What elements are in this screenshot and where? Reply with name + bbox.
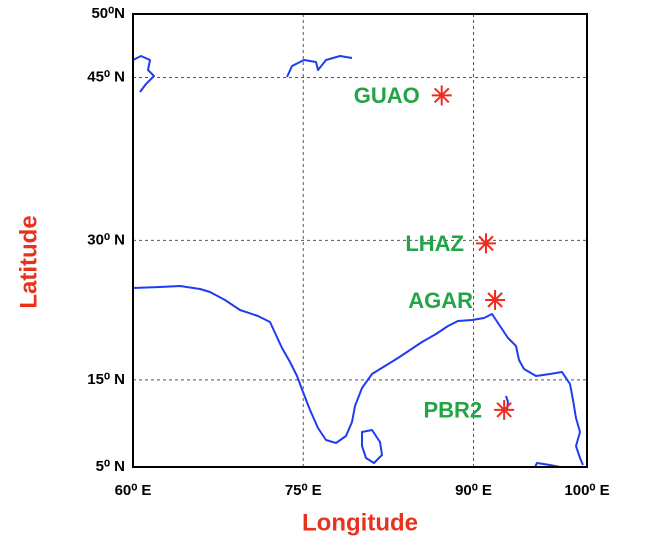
- marker-stroke: [478, 235, 494, 252]
- coastline-northwest: [132, 55, 155, 93]
- station-marker: [494, 399, 515, 420]
- coastline-north: [286, 55, 353, 78]
- coastlines: [132, 55, 584, 468]
- marker-stroke: [496, 402, 512, 418]
- station-label: GUAO: [354, 83, 420, 108]
- station-label: LHAZ: [405, 231, 464, 256]
- station-marker: [475, 233, 496, 254]
- marker-stroke: [487, 292, 503, 308]
- x-tick-label: 60⁰ E: [115, 482, 152, 499]
- marker-stroke: [433, 87, 450, 104]
- y-tick-label: 15⁰ N: [87, 371, 125, 388]
- map-frame: [132, 13, 588, 468]
- x-tick-label: 100⁰ E: [564, 482, 609, 499]
- grid-layer: [132, 13, 588, 468]
- y-axis-title: Latitude: [15, 215, 42, 308]
- y-tick-label: 45⁰ N: [87, 68, 125, 85]
- station-marker: [485, 289, 506, 310]
- y-tick-label: 50⁰N: [91, 5, 125, 22]
- x-tick-label: 75⁰ E: [285, 482, 322, 499]
- tick-layer: 5⁰ N 15⁰ N 30⁰ N 45⁰ N 50⁰N 60⁰ E 75⁰ E 90⁰ E 10…: [87, 5, 609, 499]
- station-layer: GUAO LHAZ AGAR PBR2: [354, 83, 515, 423]
- y-tick-label: 5⁰ N: [96, 458, 125, 475]
- y-tick-label: 30⁰ N: [87, 231, 125, 248]
- station-label: AGAR: [408, 288, 473, 313]
- station-label: PBR2: [423, 398, 482, 423]
- x-tick-label: 90⁰ E: [455, 482, 492, 499]
- coastline: [132, 285, 584, 466]
- x-axis-title: Longitude: [302, 509, 418, 536]
- sri-lanka: [361, 429, 383, 464]
- station-marker: [431, 85, 452, 106]
